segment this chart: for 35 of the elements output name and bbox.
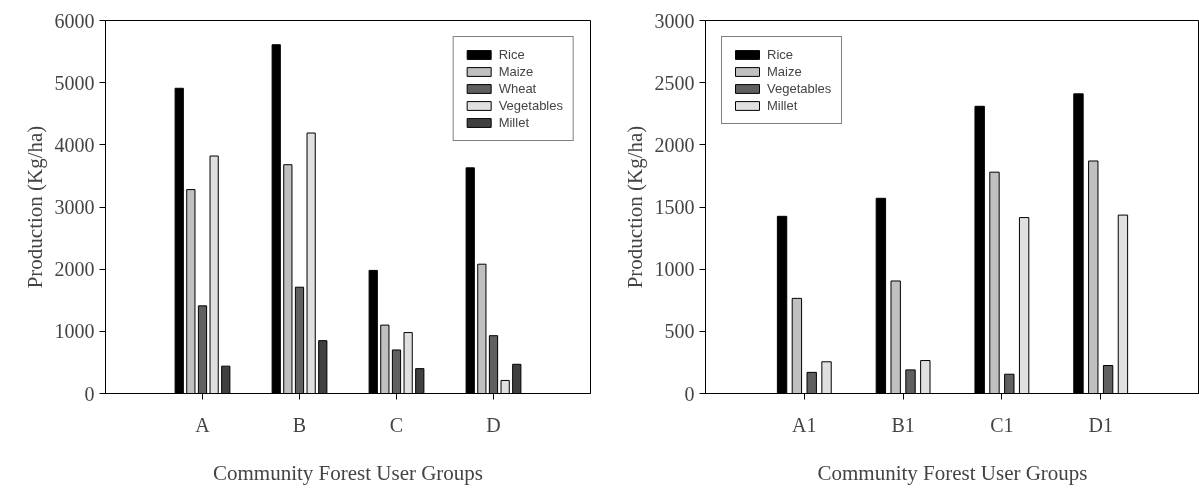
y-tick-label: 2500 (654, 71, 695, 94)
y-tick-label: 6000 (54, 9, 95, 32)
legend-label: Millet (767, 98, 798, 113)
y-tick-label: 3000 (654, 9, 695, 32)
y-tick-label: 3000 (54, 196, 95, 218)
x-axis-title: Community Forest User Groups (212, 460, 484, 485)
legend-label: Rice (498, 47, 525, 62)
x-tick-label: B (292, 413, 307, 436)
y-axis-title: Production (Kg/ha) (622, 125, 647, 289)
x-axis-title: Community Forest User Groups (817, 460, 1088, 485)
x-tick-label: C1 (990, 413, 1014, 436)
y-tick-label: 2000 (54, 258, 95, 281)
legend-label: Wheat (498, 81, 537, 96)
y-tick-label: 1000 (54, 320, 95, 343)
y-tick-label: 0 (684, 382, 695, 405)
y-axis-title: Production (Kg/ha) (22, 125, 47, 289)
x-tick-label: A (195, 413, 211, 436)
y-tick-label: 1000 (654, 258, 695, 281)
legend-label: Maize (767, 64, 802, 79)
legend-label: Millet (498, 115, 529, 130)
x-tick-label: A1 (792, 413, 817, 436)
y-tick-label: 4000 (54, 133, 95, 156)
legend-label: Vegetables (498, 98, 563, 113)
y-tick-label: 500 (664, 320, 695, 343)
x-tick-label: D1 (1088, 413, 1113, 436)
legend-label: Rice (767, 47, 794, 62)
legend-label: Maize (498, 64, 534, 79)
x-tick-label: B1 (891, 413, 915, 436)
y-tick-label: 1500 (654, 196, 695, 218)
x-tick-label: C (389, 413, 404, 436)
y-tick-label: 5000 (54, 71, 95, 94)
y-tick-label: 2000 (654, 133, 695, 156)
legend-label: Vegetables (767, 81, 832, 96)
x-tick-label: D (486, 413, 501, 436)
y-tick-label: 0 (84, 382, 95, 405)
